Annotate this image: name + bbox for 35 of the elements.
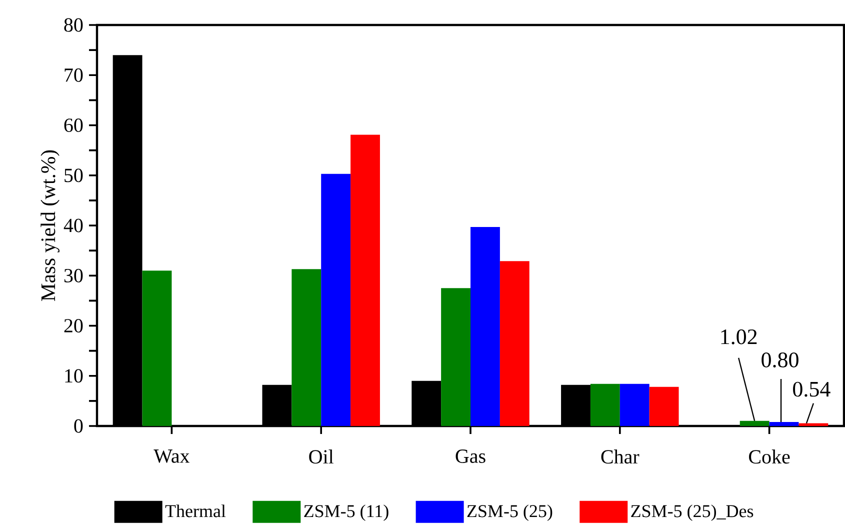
data-label: 1.02 xyxy=(721,329,757,344)
bar xyxy=(798,423,828,426)
x-tick-label: Wax xyxy=(154,450,190,463)
data-label: 0.54 xyxy=(793,382,830,397)
legend-label: ZSM-5 (25) xyxy=(467,504,552,521)
x-tick-label: Coke xyxy=(749,450,790,464)
x-tick-label: Char xyxy=(601,450,640,464)
bar xyxy=(590,384,620,426)
bar xyxy=(740,420,770,426)
bar xyxy=(620,384,650,426)
y-tick-label: 20 xyxy=(64,319,83,332)
y-tick-label: 0 xyxy=(74,419,83,433)
y-axis-title: Mass yield (wt.%) xyxy=(40,150,60,301)
y-tick-label: 40 xyxy=(64,218,83,232)
x-tick-label: Gas xyxy=(456,450,486,463)
y-tick-label: 50 xyxy=(64,168,83,182)
bar xyxy=(321,174,351,426)
y-tick-label: 60 xyxy=(64,118,83,132)
legend-label: ZSM-5 (25)_Des xyxy=(631,504,754,521)
bar xyxy=(649,386,679,426)
y-tick-label: 80 xyxy=(64,18,83,32)
bar xyxy=(350,134,380,426)
bar xyxy=(441,288,471,426)
bar xyxy=(500,261,530,426)
bar xyxy=(292,269,322,426)
y-tick-label: 30 xyxy=(64,268,83,282)
bar xyxy=(142,270,172,426)
bar xyxy=(769,422,799,426)
y-tick-label: 70 xyxy=(64,68,83,82)
bar xyxy=(470,227,500,426)
x-tick-label: Oil xyxy=(309,450,334,464)
y-tick-label: 10 xyxy=(65,369,83,383)
data-label: 0.80 xyxy=(762,352,798,368)
legend-label: ZSM-5 (11) xyxy=(304,504,388,521)
legend-label: Thermal xyxy=(165,504,226,518)
